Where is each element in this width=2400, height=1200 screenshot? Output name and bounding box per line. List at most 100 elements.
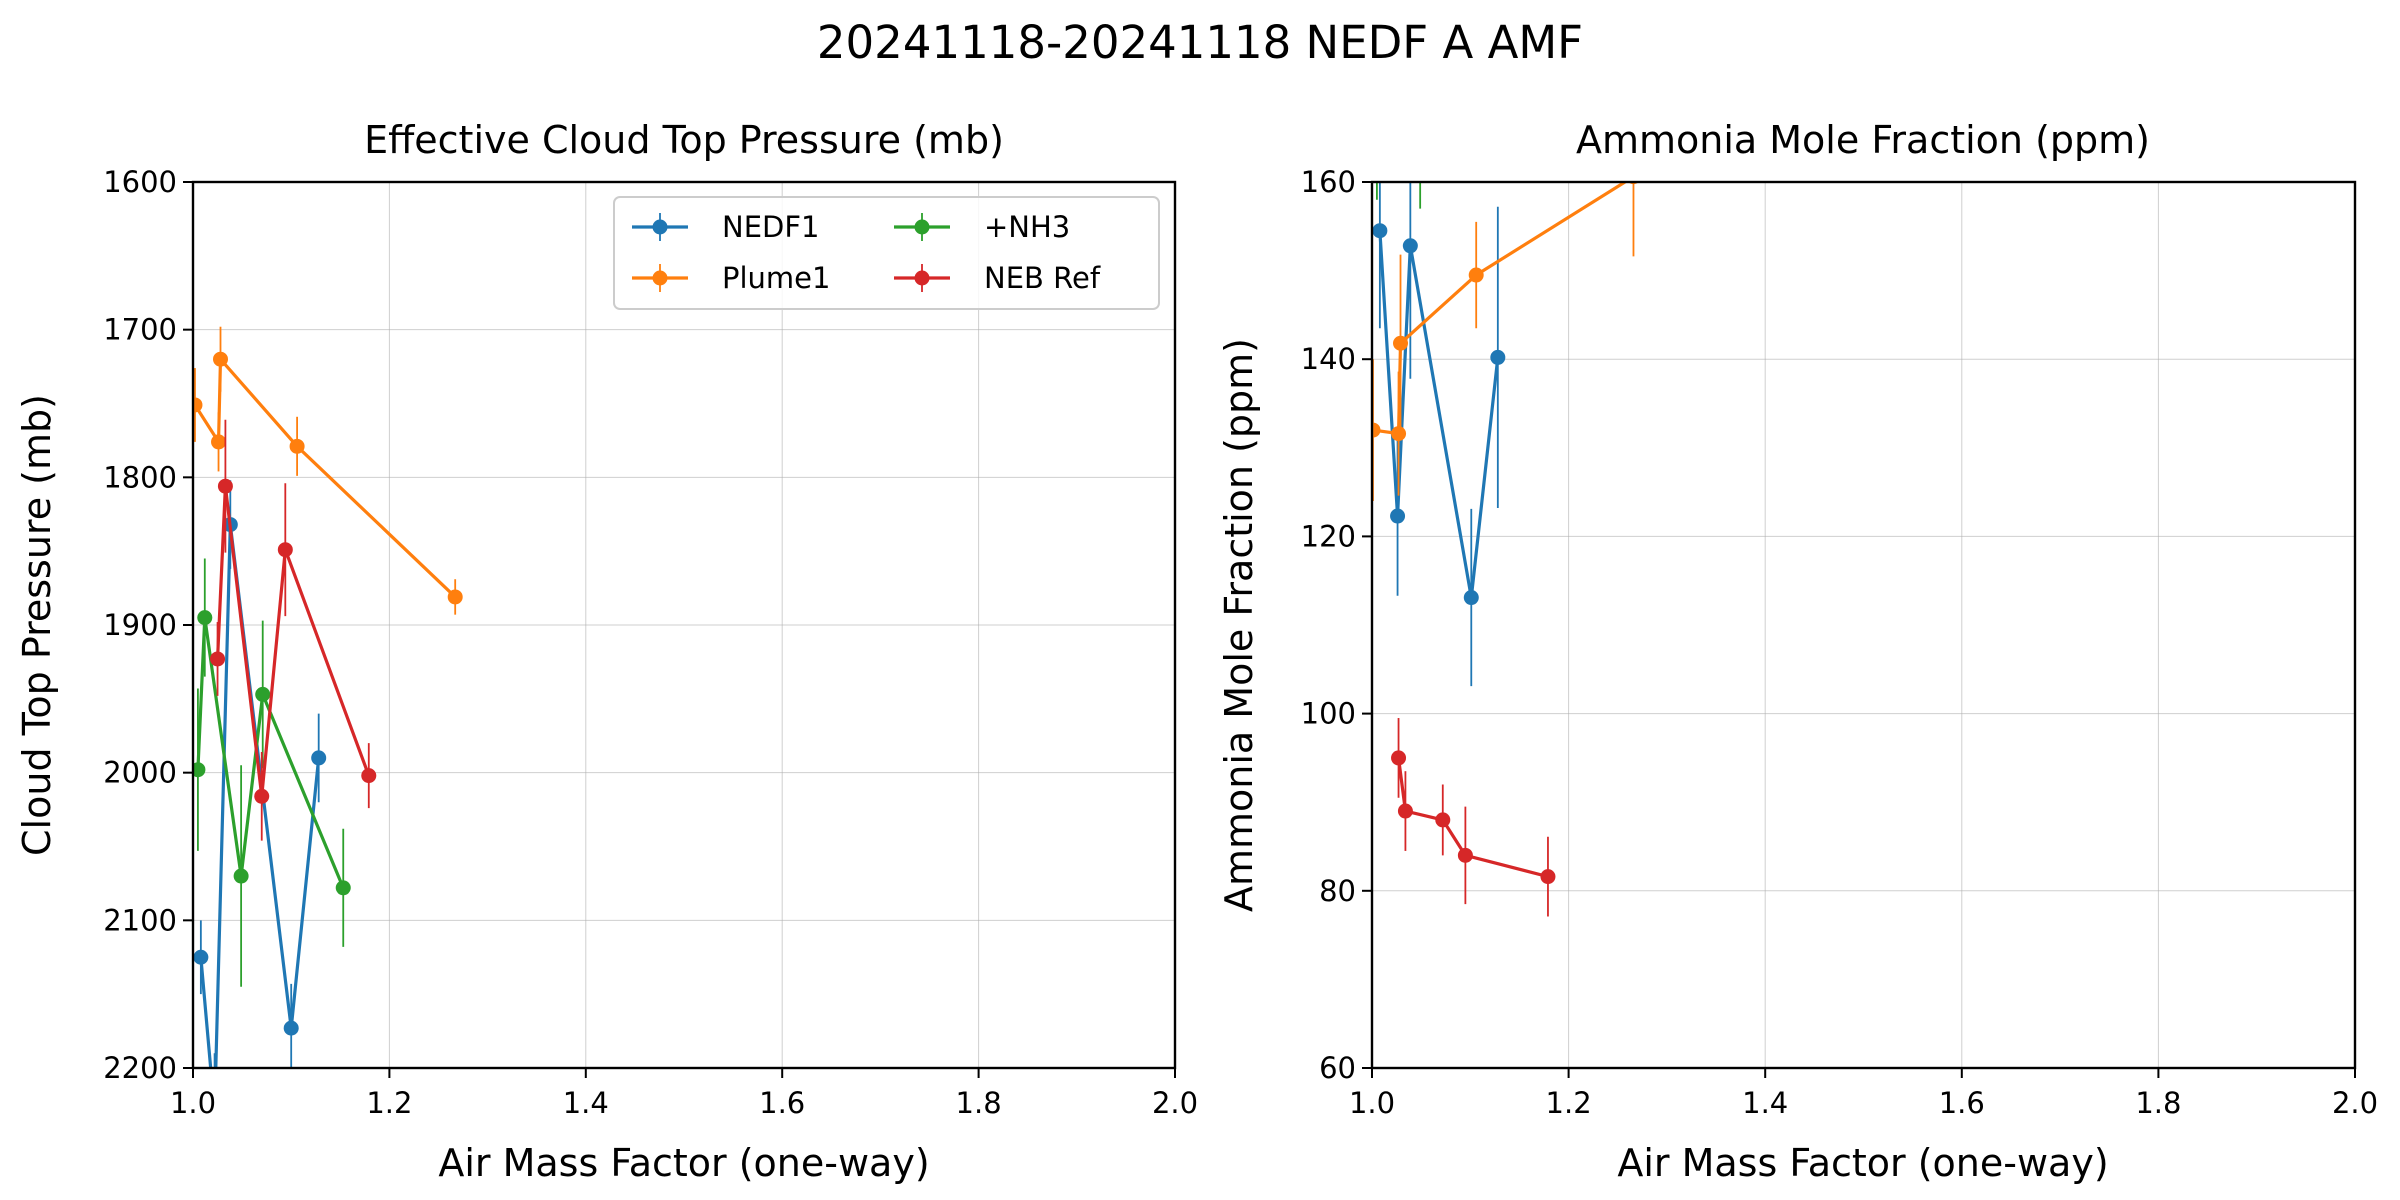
data-point: [254, 788, 270, 804]
x-tick-label-right: 1.8: [2135, 1086, 2181, 1120]
series-nedf1: [1372, 182, 1506, 687]
legend-marker: [914, 219, 930, 235]
legend-label: NEDF1: [722, 210, 819, 244]
figure-title: 20241118-20241118 NEDF A AMF: [817, 16, 1583, 69]
x-tick-label-left: 1.2: [366, 1086, 412, 1120]
legend-label: Plume1: [722, 261, 830, 295]
y-tick-label-left: 2200: [103, 1051, 177, 1085]
data-point: [193, 397, 203, 413]
legend: NEDF1 Plume1 +NH3 NEB Ref: [613, 196, 1160, 310]
data-point: [1402, 238, 1418, 254]
x-axis-label-left: Air Mass Factor (one-way): [438, 1141, 929, 1185]
x-tick-label-left: 1.4: [563, 1086, 609, 1120]
legend-item-neb-ref: NEB Ref: [894, 261, 1101, 295]
ammonia-mole-fraction-panel: 1.0 1.2 1.4 1.6 1.8 2.0 60 80 100 120 140 160 Ammon…: [1217, 104, 2378, 1185]
grid-right: [1371, 181, 2356, 1069]
axes-frame-right: [1370, 180, 2357, 1070]
data-point: [211, 434, 227, 450]
x-tick-label-left: 2.0: [1152, 1086, 1198, 1120]
series-neb-ref: [210, 419, 377, 841]
data-point: [447, 589, 463, 605]
series-nh3: [1369, 104, 1428, 209]
data-point: [1393, 335, 1409, 351]
data-point: [210, 651, 226, 667]
y-tick-label-left: 1900: [103, 608, 177, 642]
data-point: [193, 949, 209, 965]
data-point: [1372, 422, 1381, 438]
y-tick-label-left: 2100: [103, 903, 177, 937]
data-point: [1413, 130, 1428, 145]
data-point: [361, 768, 377, 784]
x-tick-label-right: 1.2: [1546, 1086, 1592, 1120]
data-point: [289, 438, 305, 454]
data-point: [1397, 803, 1413, 819]
data-point: [1490, 349, 1506, 365]
data-point: [233, 868, 249, 884]
axes-frame-left: [191, 180, 1177, 1070]
y-tick-label-left: 1600: [103, 165, 177, 199]
y-tick-label-left: 1700: [103, 313, 177, 347]
y-tick-label-right: 80: [1319, 874, 1356, 908]
data-point: [255, 686, 271, 702]
y-tick-label-right: 60: [1319, 1051, 1356, 1085]
y-tick-label-right: 120: [1301, 519, 1356, 553]
x-tick-label-left: 1.6: [759, 1086, 805, 1120]
data-point: [335, 880, 351, 896]
data-point: [1457, 847, 1473, 863]
series-line-neb-ref: [1396, 757, 1549, 879]
ticks-right: 1.0 1.2 1.4 1.6 1.8 2.0 60 80 100 120 140 160: [1301, 165, 2378, 1120]
y-tick-label-left: 2000: [103, 756, 177, 790]
x-tick-label-left: 1.0: [170, 1086, 216, 1120]
data-point: [1391, 750, 1407, 766]
y-axis-label-right: Ammonia Mole Fraction (ppm): [1217, 338, 1261, 912]
data-point: [283, 1020, 299, 1036]
data-point: [1391, 426, 1407, 442]
legend-label: NEB Ref: [984, 261, 1101, 295]
x-tick-label-right: 1.0: [1349, 1086, 1395, 1120]
y-axis-label-left: Cloud Top Pressure (mb): [15, 394, 59, 856]
x-tick-label-right: 1.6: [1939, 1086, 1985, 1120]
data-point: [212, 351, 228, 367]
series-line-neb-ref: [215, 484, 371, 798]
x-axis-label-right: Air Mass Factor (one-way): [1617, 1141, 2108, 1185]
y-tick-label-left: 1800: [103, 460, 177, 494]
legend-marker: [652, 219, 668, 235]
grid-left: [192, 181, 1176, 1069]
data-point: [1390, 508, 1406, 524]
x-tick-label-right: 2.0: [2332, 1086, 2378, 1120]
legend-item-nedf1: NEDF1: [632, 210, 819, 244]
series-plume1: [193, 326, 463, 615]
legend-box: [613, 196, 1160, 310]
x-tick-label-left: 1.8: [956, 1086, 1002, 1120]
legend-item-plume1: Plume1: [632, 261, 830, 295]
data-point: [311, 750, 327, 766]
data-point: [1540, 869, 1556, 885]
data-point: [1369, 104, 1384, 119]
cloud-top-pressure-panel: 1.0 1.2 1.4 1.6 1.8 2.0 1600 1700 1800 1900 2000 21…: [15, 118, 1198, 1185]
series-line-nh3: [1377, 111, 1420, 138]
series-neb-ref: [1391, 718, 1556, 917]
x-tick-label-right: 1.4: [1742, 1086, 1788, 1120]
y-tick-label-right: 160: [1301, 165, 1356, 199]
legend-marker: [914, 270, 930, 286]
legend-marker: [652, 270, 668, 286]
legend-item-nh3: +NH3: [894, 210, 1070, 244]
data-point: [1435, 812, 1451, 828]
data-point: [277, 542, 293, 558]
data-point: [1468, 267, 1484, 283]
series-nh3: [193, 558, 351, 987]
data-point: [1372, 223, 1388, 239]
data-point: [1463, 590, 1479, 606]
y-tick-label-right: 140: [1301, 342, 1356, 376]
panel-title-right: Ammonia Mole Fraction (ppm): [1576, 118, 2150, 162]
data-point: [197, 610, 213, 626]
series-left: [193, 326, 463, 1068]
data-point: [193, 762, 206, 778]
series-line-plume1: [1372, 182, 1628, 436]
data-point: [217, 478, 233, 494]
ticks-left: 1.0 1.2 1.4 1.6 1.8 2.0 1600 1700 1800 1900 2000 21…: [103, 165, 1198, 1120]
panel-title-left: Effective Cloud Top Pressure (mb): [364, 118, 1004, 162]
y-tick-label-right: 100: [1301, 697, 1356, 731]
legend-label: +NH3: [984, 210, 1070, 244]
